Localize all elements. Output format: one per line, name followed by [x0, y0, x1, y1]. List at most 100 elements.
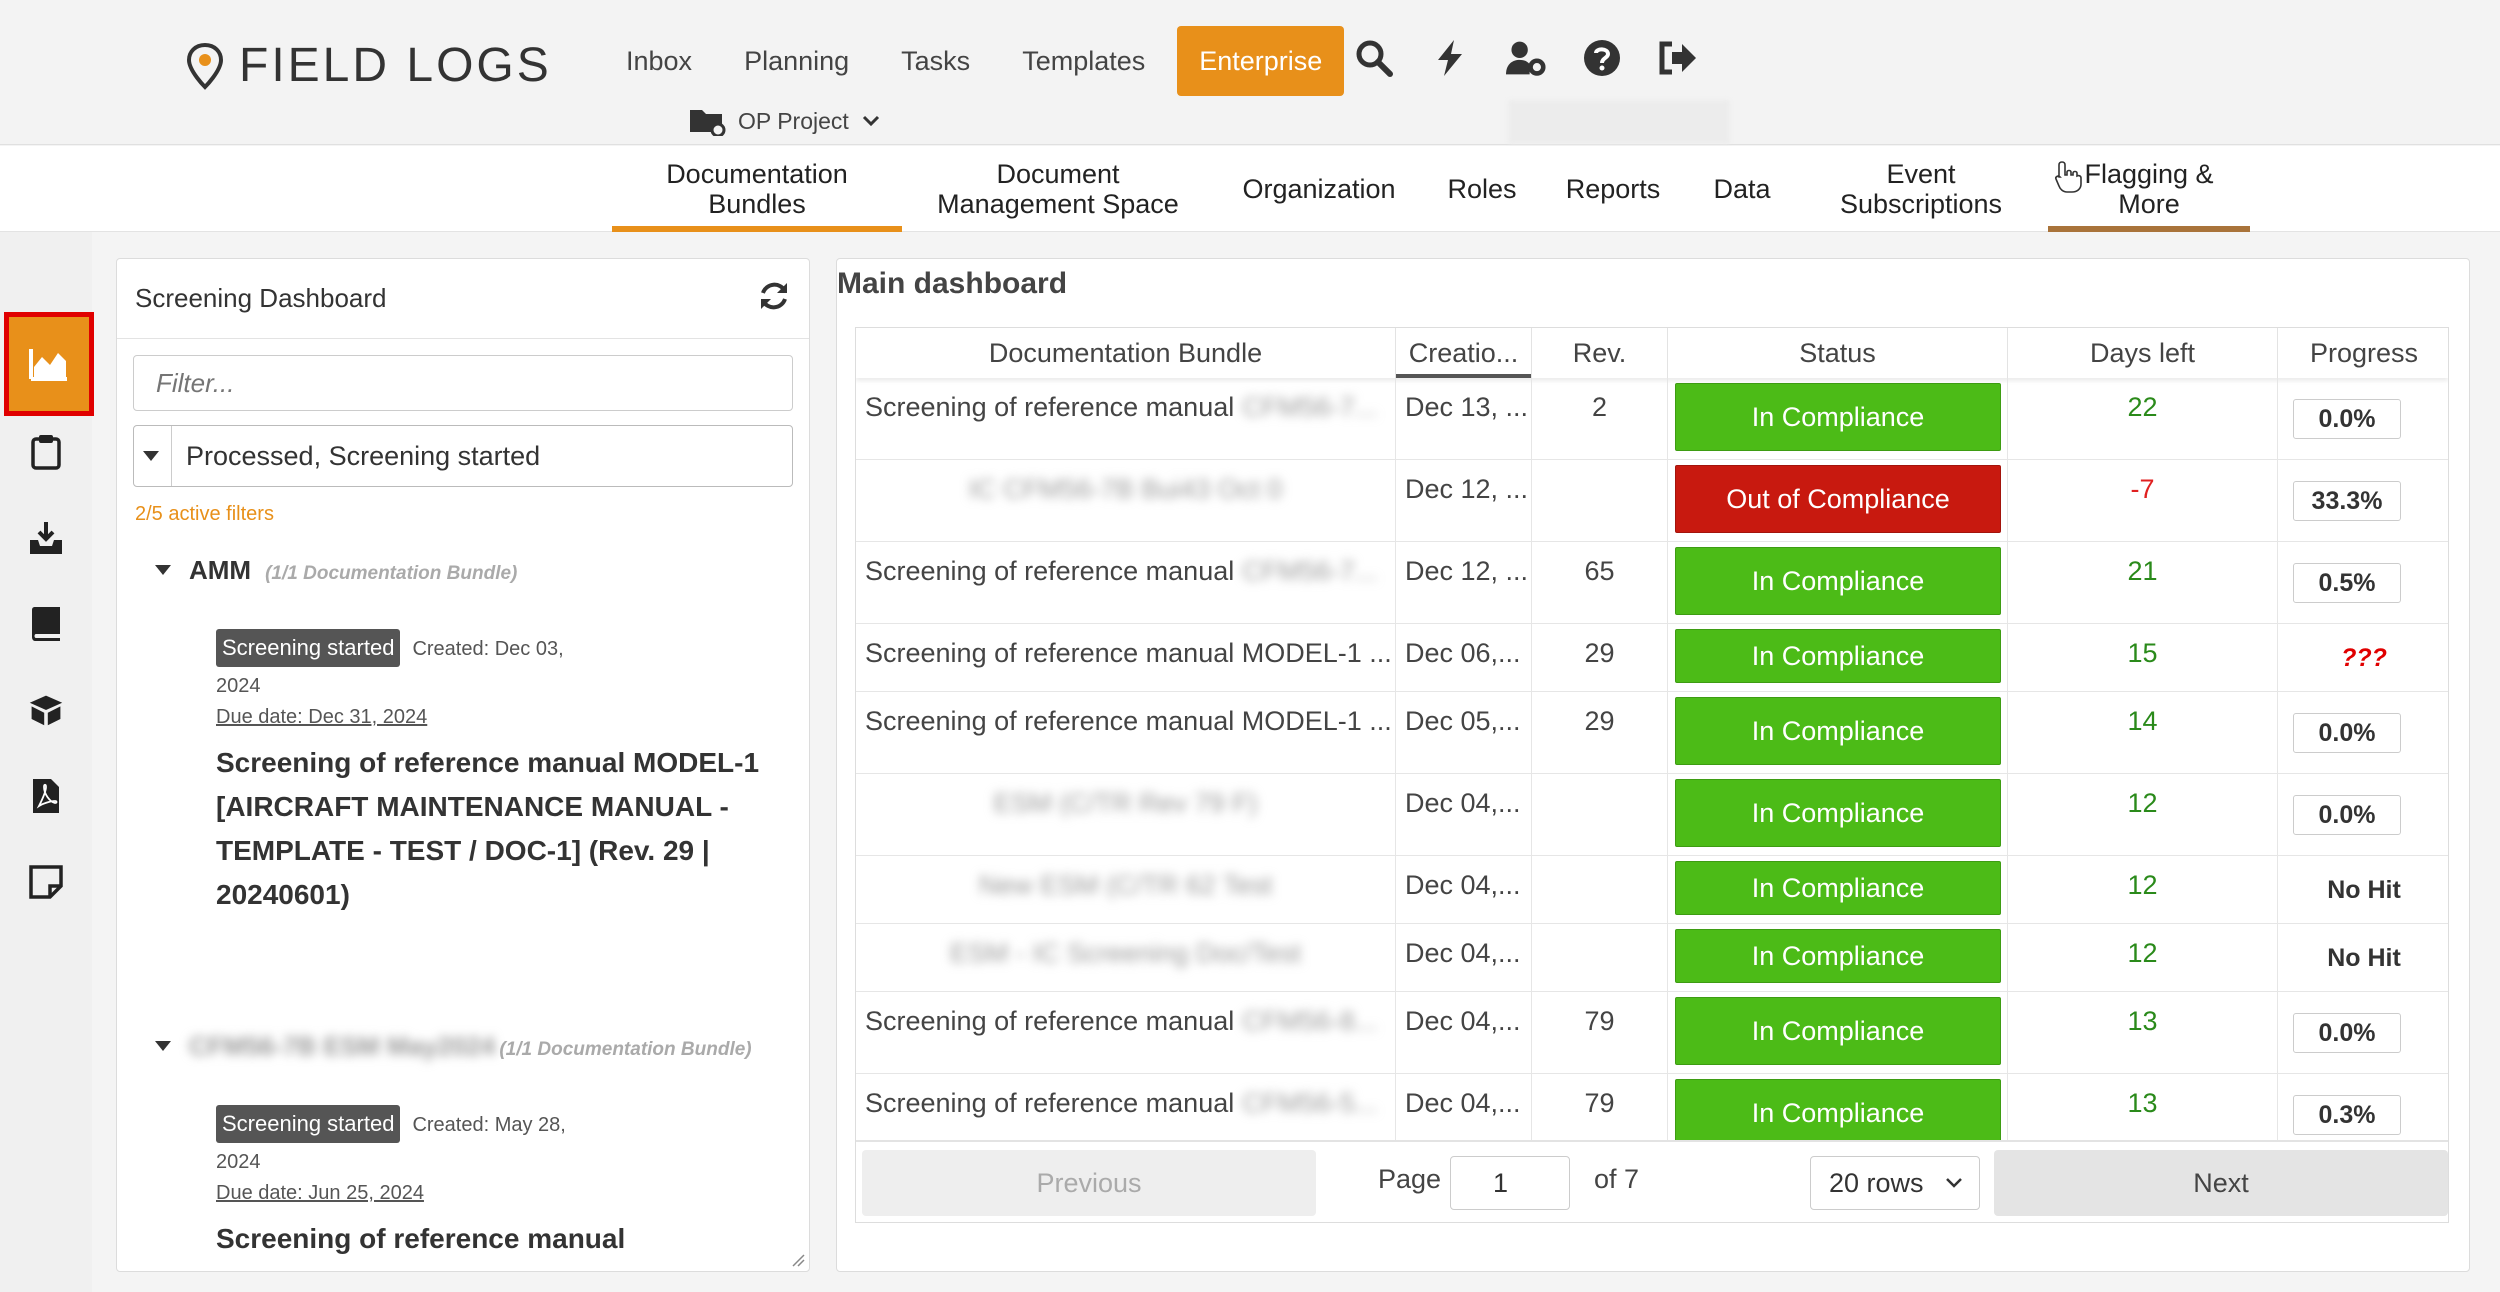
inbox-download-icon[interactable]	[20, 512, 72, 564]
previous-button[interactable]: Previous	[862, 1150, 1316, 1216]
bolt-icon[interactable]	[1428, 36, 1472, 80]
bundle-cell: Screening of reference manual CFM56-5...	[856, 1074, 1396, 1155]
created-date: Created: May 28,	[412, 1114, 566, 1136]
nav-templates[interactable]: Templates	[1022, 46, 1146, 76]
bundle-card[interactable]: Screening started Created: Dec 03, 2024 D…	[216, 629, 776, 917]
table-row[interactable]: Screening of reference manual CFM56-5... D…	[856, 1074, 2448, 1156]
creation-date: Dec 12, ...	[1405, 556, 1529, 586]
bundle-title[interactable]: Screening of reference manual MODEL-1 [A…	[216, 747, 760, 910]
creation-date: Dec 04,...	[1405, 1006, 1521, 1036]
col-days-left[interactable]: Days left	[2008, 328, 2278, 378]
col-creation[interactable]: Creatio...	[1396, 328, 1532, 378]
table-row[interactable]: Screening of reference manual MODEL-1 ..…	[856, 624, 2448, 692]
side-rail	[0, 232, 94, 1292]
revision: 29	[1584, 638, 1615, 668]
bundle-cell: Screening of reference manual CFM56-7...	[856, 542, 1396, 623]
main-dashboard-panel: Main dashboard Documentation Bundle Crea…	[836, 258, 2470, 1272]
in-compliance-button[interactable]: In Compliance	[1675, 547, 2001, 615]
bundle-name[interactable]: Screening of reference manual CFM56-7...	[865, 556, 1377, 587]
table-row[interactable]: ESM - IC Screening Doc/Test Dec 04,... In …	[856, 924, 2448, 992]
bundle-cell: Screening of reference manual MODEL-1 ..…	[856, 692, 1396, 773]
in-compliance-button[interactable]: In Compliance	[1675, 1079, 2001, 1147]
tab-roles[interactable]: Roles	[1432, 146, 1532, 232]
nav-tasks[interactable]: Tasks	[901, 46, 971, 76]
bundle-name[interactable]: Screening of reference manual MODEL-1 ..…	[865, 706, 1392, 737]
table-row[interactable]: Screening of reference manual CFM56-8... D…	[856, 992, 2448, 1074]
tab-label: Document Management Space	[937, 159, 1179, 219]
in-compliance-button[interactable]: In Compliance	[1675, 629, 2001, 683]
nav-inbox[interactable]: Inbox	[626, 46, 693, 76]
logout-icon[interactable]	[1656, 36, 1700, 80]
dashboard-chart-icon[interactable]	[4, 312, 94, 416]
bundle-cell: ESM (C/TR Rev 79 F)	[856, 774, 1396, 855]
progress-value: ???	[2341, 644, 2387, 672]
col-progress[interactable]: Progress	[2309, 338, 2419, 368]
book-icon[interactable]	[20, 598, 72, 650]
col-status[interactable]: Status	[1668, 328, 2008, 378]
table-row[interactable]: IC CFM56-7B Bui43 Oct 0 Dec 12, ... Out of…	[856, 460, 2448, 542]
col-rev[interactable]: Rev.	[1532, 328, 1668, 378]
bundle-card[interactable]: Screening started Created: May 28, 2024 D…	[216, 1105, 776, 1261]
bundle-name[interactable]: New ESM (C/TR 62 Test	[856, 870, 1395, 901]
group-header[interactable]: AMM (1/1 Documentation Bundle)	[155, 555, 517, 586]
project-selector[interactable]: OP Project	[688, 106, 881, 136]
clipboard-icon[interactable]	[20, 426, 72, 478]
resize-grip-icon[interactable]	[791, 1253, 805, 1267]
pdf-icon[interactable]	[20, 770, 72, 822]
bundle-name[interactable]: IC CFM56-7B Bui43 Oct 0	[856, 474, 1395, 505]
bundle-name[interactable]: ESM - IC Screening Doc/Test	[856, 938, 1395, 969]
revision: 79	[1584, 1006, 1615, 1036]
in-compliance-button[interactable]: In Compliance	[1675, 997, 2001, 1065]
filter-input[interactable]	[133, 355, 793, 411]
table-row[interactable]: ESM (C/TR Rev 79 F) Dec 04,... In Complian…	[856, 774, 2448, 856]
screening-dashboard-panel: Screening Dashboard Processed, Screening…	[116, 258, 810, 1272]
help-icon[interactable]	[1580, 36, 1624, 80]
top-bar: FIELD LOGS Inbox Planning Tasks Template…	[0, 0, 2500, 145]
out-of-compliance-button[interactable]: Out of Compliance	[1675, 465, 2001, 533]
in-compliance-button[interactable]: In Compliance	[1675, 929, 2001, 983]
next-button[interactable]: Next	[1994, 1150, 2448, 1216]
bundle-name[interactable]: ESM (C/TR Rev 79 F)	[856, 788, 1395, 819]
tab-reports[interactable]: Reports	[1552, 146, 1674, 232]
tab-documentation-bundles[interactable]: Documentation Bundles	[612, 146, 902, 232]
rev-cell	[1532, 460, 1668, 541]
bundle-name[interactable]: Screening of reference manual CFM56-8...	[865, 1006, 1377, 1037]
page-number-input[interactable]	[1450, 1156, 1570, 1210]
user-cog-icon[interactable]	[1504, 36, 1548, 80]
rev-cell: 65	[1532, 542, 1668, 623]
rev-cell: 79	[1532, 1074, 1668, 1155]
tab-event-subscriptions[interactable]: Event Subscriptions	[1818, 146, 2024, 232]
logo[interactable]: FIELD LOGS	[185, 38, 552, 93]
in-compliance-button[interactable]: In Compliance	[1675, 779, 2001, 847]
bundle-title[interactable]: Screening of reference manual	[216, 1223, 626, 1254]
sticky-note-icon[interactable]	[20, 856, 72, 908]
table-row[interactable]: Screening of reference manual MODEL-1 ..…	[856, 692, 2448, 774]
rows-per-page-select[interactable]: 20 rows	[1810, 1156, 1980, 1210]
in-compliance-button[interactable]: In Compliance	[1675, 861, 2001, 915]
box-icon[interactable]	[20, 684, 72, 736]
days-left-cell: 14	[2008, 692, 2278, 773]
group-name: AMM	[189, 555, 252, 585]
table-row[interactable]: Screening of reference manual CFM56-7... D…	[856, 542, 2448, 624]
days-left-cell: -7	[2008, 460, 2278, 541]
tab-flagging-more[interactable]: Flagging & More	[2048, 146, 2250, 232]
bundle-name[interactable]: Screening of reference manual CFM56-5...	[865, 1088, 1377, 1119]
nav-enterprise[interactable]: Enterprise	[1177, 26, 1345, 96]
chevron-down-icon	[1946, 1178, 1962, 1188]
table-row[interactable]: New ESM (C/TR 62 Test Dec 04,... In Compli…	[856, 856, 2448, 924]
in-compliance-button[interactable]: In Compliance	[1675, 383, 2001, 451]
table-row[interactable]: Screening of reference manual CFM56-7... D…	[856, 378, 2448, 460]
col-documentation-bundle[interactable]: Documentation Bundle	[856, 328, 1396, 378]
status-filter-select[interactable]: Processed, Screening started	[133, 425, 793, 487]
nav-planning[interactable]: Planning	[744, 46, 850, 76]
refresh-icon[interactable]	[757, 279, 791, 318]
search-icon[interactable]	[1352, 36, 1396, 80]
tab-organization[interactable]: Organization	[1226, 146, 1412, 232]
tab-data[interactable]: Data	[1694, 146, 1790, 232]
group-header[interactable]: CFM56-7B ESM May2024 (1/1 Documentation …	[155, 1031, 752, 1062]
in-compliance-button[interactable]: In Compliance	[1675, 697, 2001, 765]
bundle-name[interactable]: Screening of reference manual MODEL-1 ..…	[865, 638, 1392, 669]
bundle-name[interactable]: Screening of reference manual CFM56-7...	[865, 392, 1377, 423]
tab-document-management-space[interactable]: Document Management Space	[920, 146, 1196, 232]
location-pin-logo-icon	[186, 42, 224, 90]
